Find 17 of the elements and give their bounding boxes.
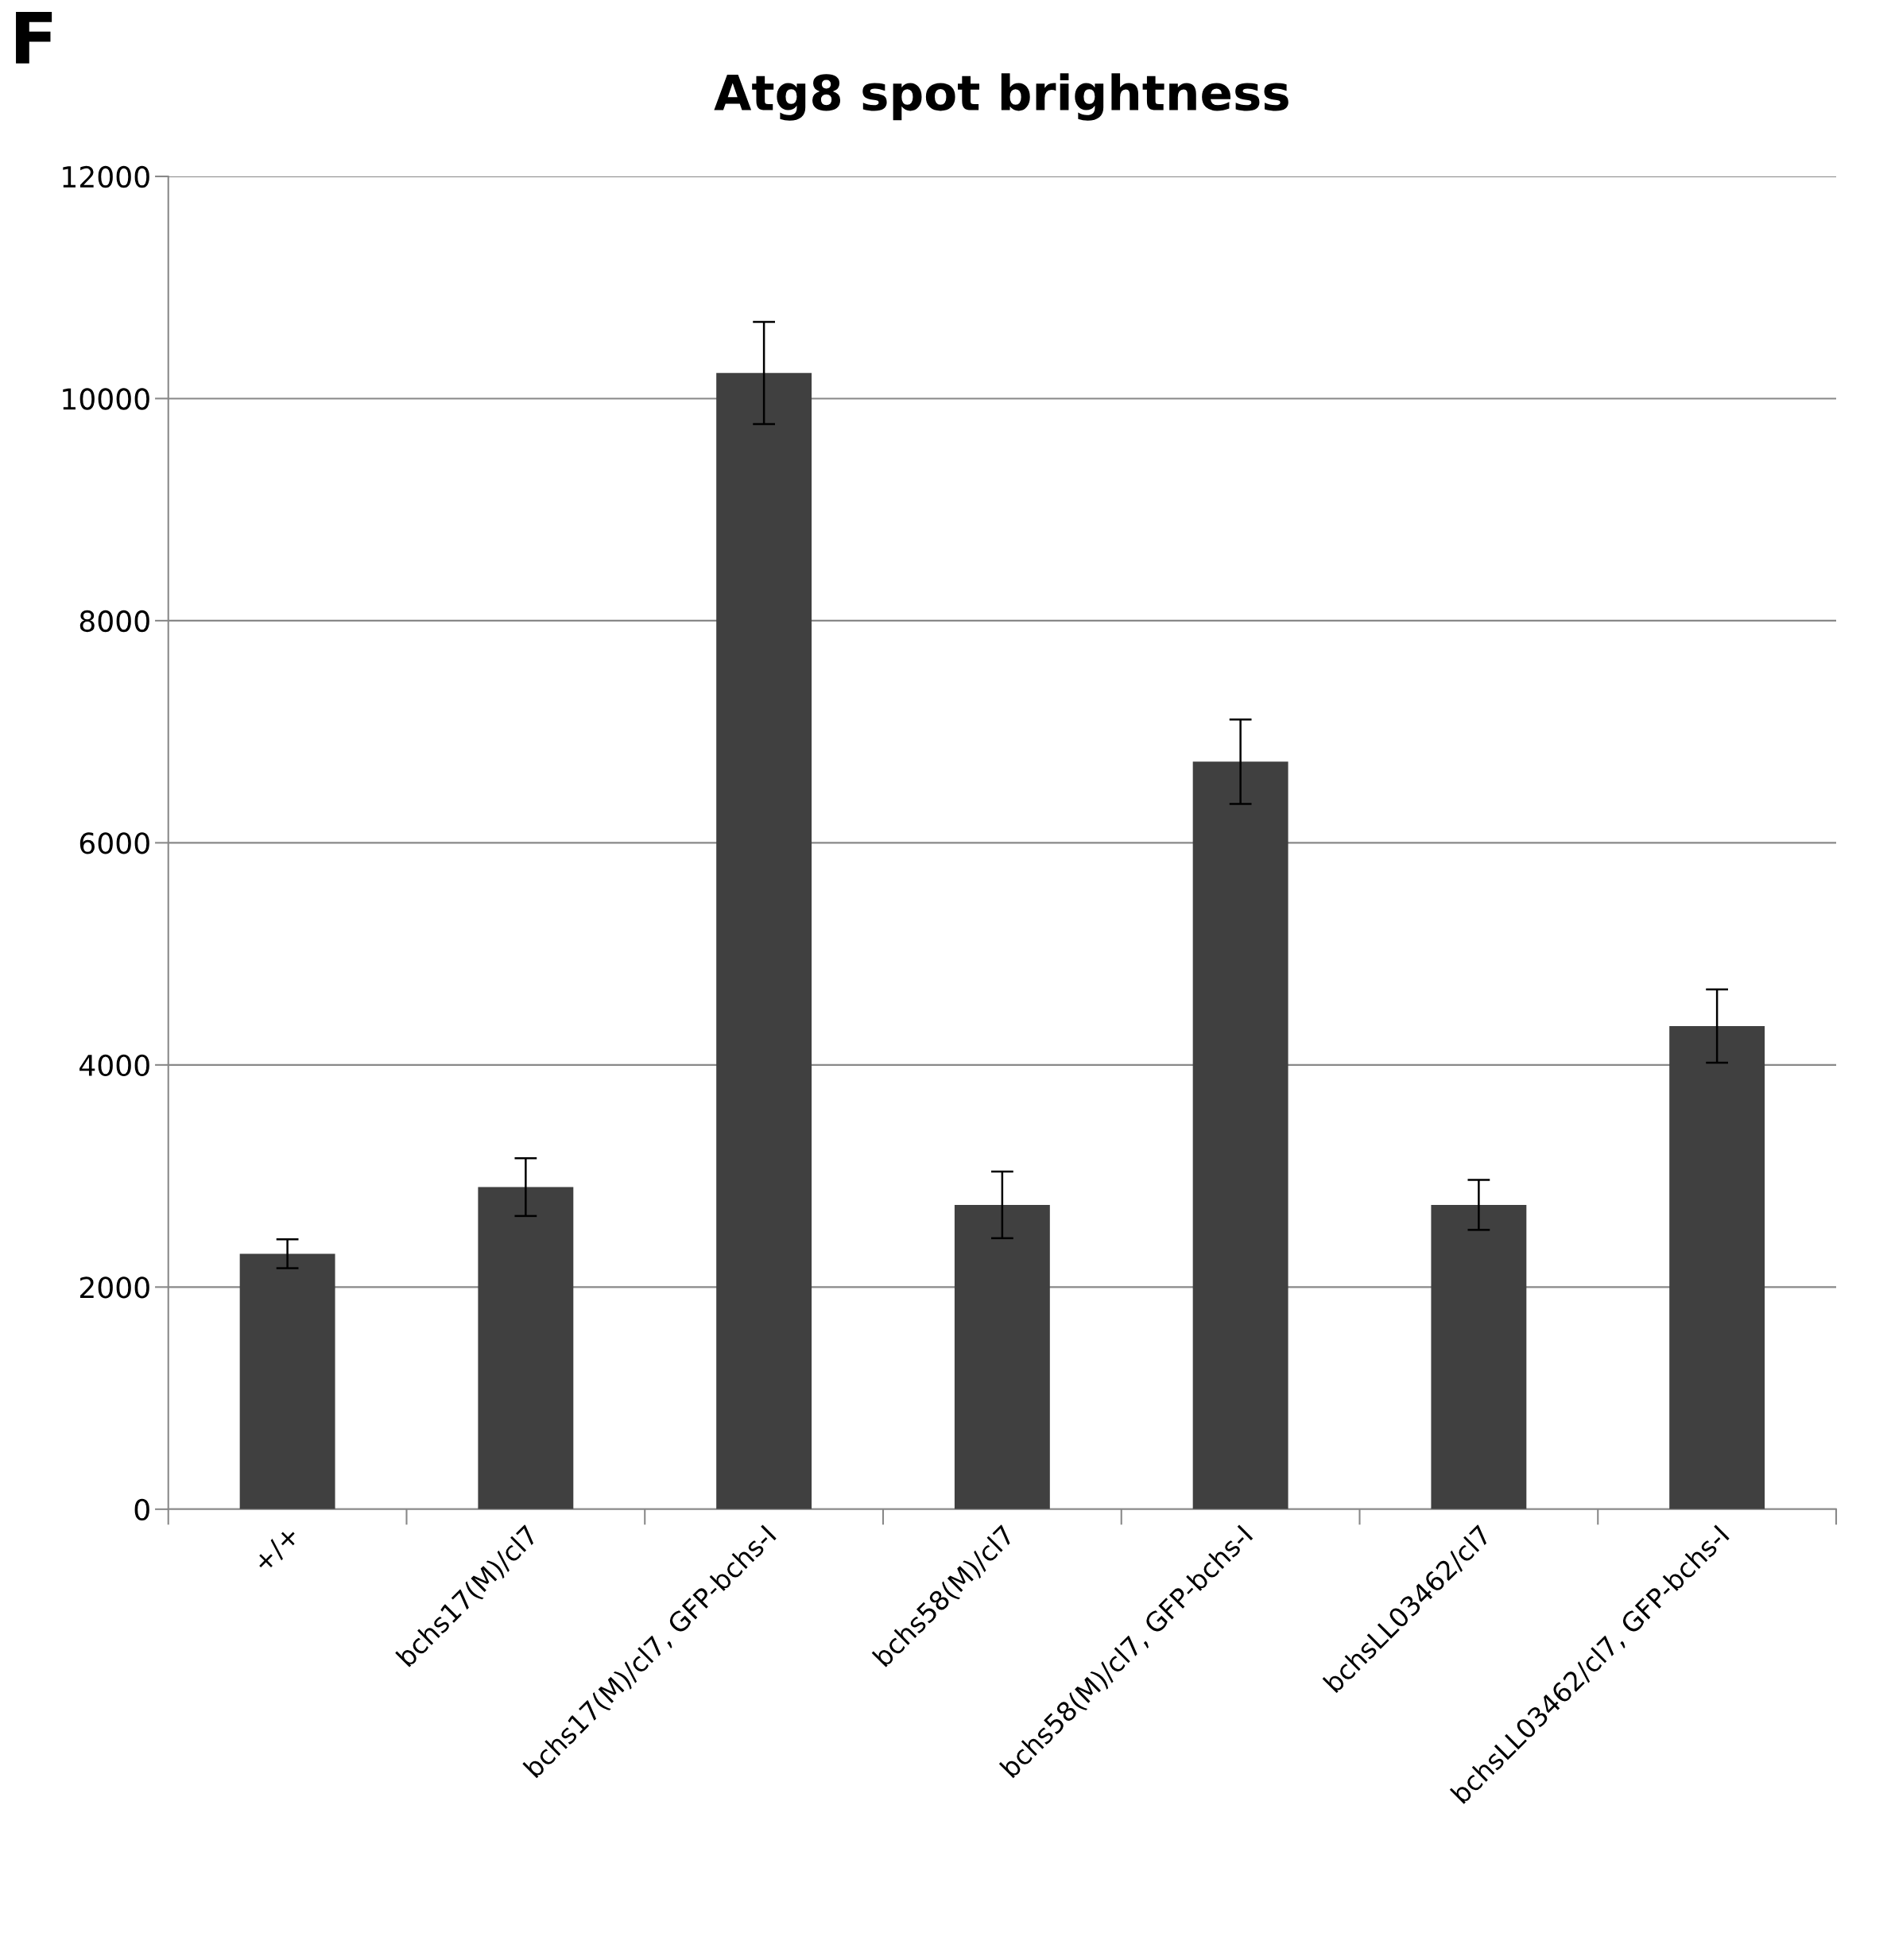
bar (954, 1204, 1050, 1509)
y-tick-label: 8000 (79, 610, 149, 633)
bar (716, 373, 812, 1509)
y-tick-label: 6000 (79, 832, 149, 854)
bar (478, 1187, 574, 1509)
y-tick-label: 0 (134, 1498, 149, 1521)
y-tick-label: 12000 (63, 165, 149, 188)
bar (1431, 1204, 1527, 1509)
chart-title: Atg8 spot brightness (714, 73, 1288, 121)
y-tick-label: 10000 (63, 388, 149, 410)
bar (1192, 761, 1288, 1509)
x-tick-label: +/+ (252, 1524, 302, 1575)
text: F (16, 12, 52, 64)
bar (239, 1253, 335, 1509)
y-tick-label: 2000 (79, 1276, 149, 1299)
bar (1669, 1025, 1765, 1509)
y-tick-label: 4000 (79, 1054, 149, 1077)
